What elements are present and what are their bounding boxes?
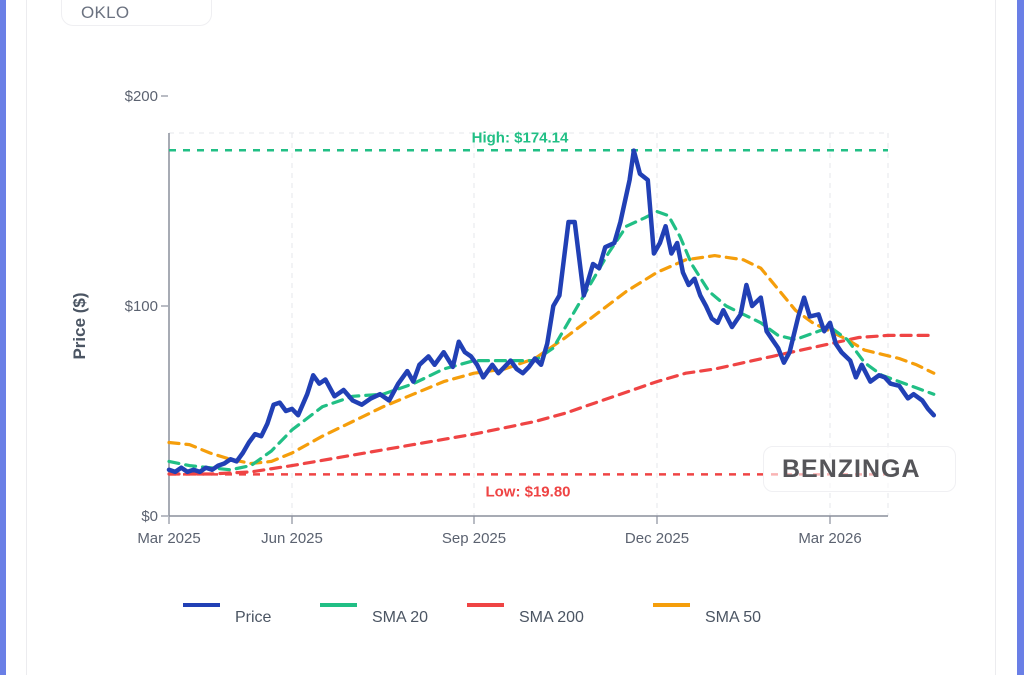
chart-labels: $0 $100 $200 Mar 2025 Jun 2025 Sep 2025 Dec 20… <box>70 88 862 547</box>
y-tick-label: $100 <box>125 298 158 315</box>
legend-item-price[interactable]: Price <box>183 603 272 626</box>
x-tick-label: Sep 2025 <box>442 530 506 547</box>
low-annotation: Low: $19.80 <box>485 483 570 500</box>
y-axis-title: Price ($) <box>70 292 89 359</box>
series-line-sma50 <box>167 254 936 466</box>
legend-item-sma20[interactable]: SMA 20 <box>320 603 428 626</box>
legend-item-sma50[interactable]: SMA 50 <box>653 603 761 626</box>
x-tick-label: Mar 2025 <box>137 530 200 547</box>
legend-label: Price <box>235 609 272 626</box>
high-annotation: High: $174.14 <box>472 129 569 146</box>
reference-lines <box>169 149 888 476</box>
ticker-pill[interactable] <box>61 0 212 26</box>
series-line-sma20 <box>167 209 936 472</box>
series-line-price <box>166 148 937 475</box>
x-tick-label: Dec 2025 <box>625 530 689 547</box>
x-tick-label: Jun 2025 <box>261 530 323 547</box>
series-line-sma200 <box>167 333 936 476</box>
legend[interactable]: Price SMA 20 SMA 200 SMA 50 <box>183 603 761 626</box>
watermark-logo: BENZINGA <box>782 455 921 483</box>
legend-item-sma200[interactable]: SMA 200 <box>467 603 584 626</box>
axes <box>161 95 888 524</box>
legend-label: SMA 50 <box>705 609 761 626</box>
window-frame-left <box>0 0 6 675</box>
watermark-box <box>763 446 956 492</box>
ticker-symbol: OKLO <box>81 3 130 22</box>
y-tick-label: $0 <box>141 508 158 525</box>
y-tick-label: $200 <box>125 88 158 105</box>
legend-label: SMA 20 <box>372 609 428 626</box>
legend-label: SMA 200 <box>519 609 584 626</box>
series-lines <box>166 148 937 476</box>
x-tick-label: Mar 2026 <box>798 530 861 547</box>
window-frame-right <box>1017 0 1024 675</box>
